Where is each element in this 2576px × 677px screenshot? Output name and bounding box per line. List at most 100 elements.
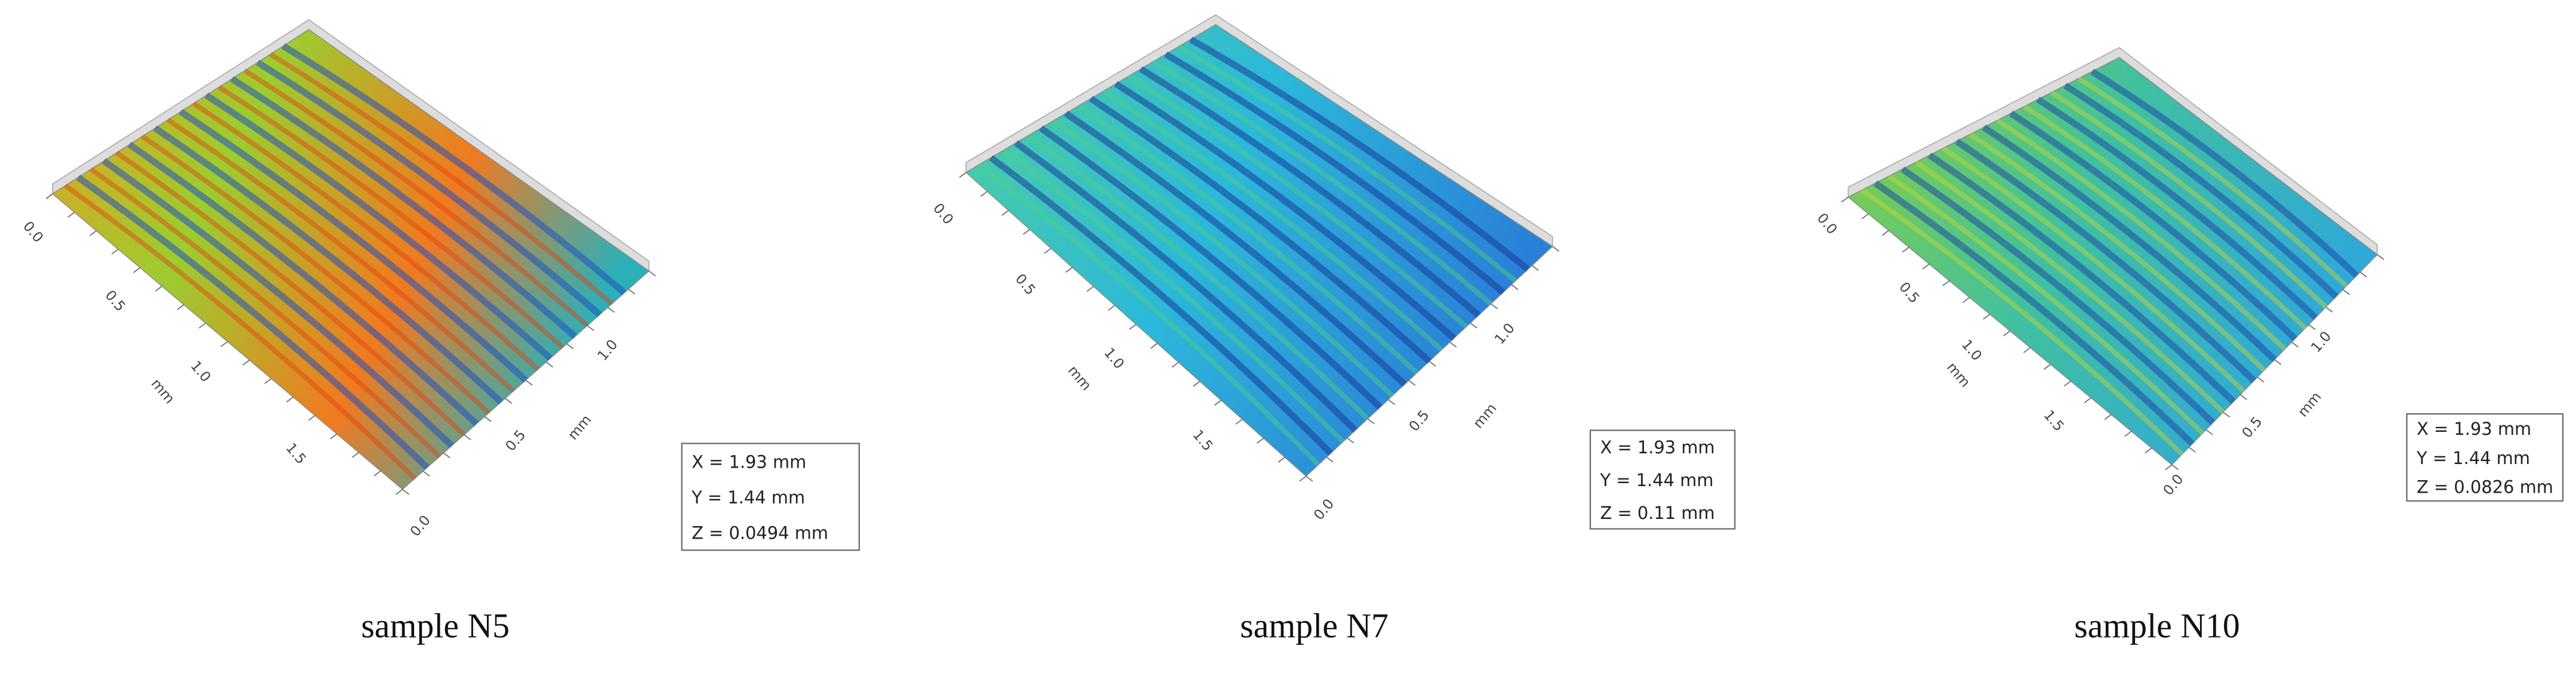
edge-tick — [587, 325, 594, 331]
caption: sample N10 — [2074, 606, 2240, 645]
edge-tick — [1023, 228, 1031, 235]
edge-tick — [2188, 447, 2196, 453]
info-line: Y = 1.44 mm — [2416, 448, 2530, 468]
info-box — [1589, 429, 1736, 530]
axis-tick-label: 0.0 — [1813, 210, 1840, 237]
edge-tick — [422, 471, 430, 477]
edge-tick — [2165, 464, 2173, 471]
axis-tick-label: 0.0 — [1310, 496, 1337, 523]
axis-tick-label: 1.5 — [1189, 426, 1216, 454]
info-line: Y = 1.44 mm — [691, 487, 805, 508]
info-box — [681, 443, 860, 551]
surface-stripe — [2036, 97, 2318, 320]
axis-label: mm — [148, 375, 178, 407]
edge-tick — [525, 379, 533, 386]
info-box — [2406, 413, 2564, 502]
axis-tick-label: 0.5 — [502, 426, 529, 454]
axis-tick-label: 1.5 — [283, 440, 310, 467]
axis-tick-label: 0.0 — [407, 512, 434, 539]
axis-tick-label: 0.0 — [930, 200, 957, 227]
surface-ridge — [90, 167, 442, 459]
edge-tick — [2145, 447, 2152, 454]
edge-tick — [1552, 246, 1560, 252]
edge-tick — [242, 360, 250, 366]
edge-tick — [2223, 412, 2231, 418]
surface-stripe — [1014, 140, 1358, 433]
edge-tick — [649, 270, 656, 277]
axis-label: mm — [564, 412, 595, 443]
surface-stripe — [1982, 124, 2277, 362]
edge-tick — [2023, 347, 2031, 353]
edge-tick — [1449, 341, 1457, 348]
edge-tick — [1408, 380, 1416, 386]
edge-tick — [2291, 341, 2299, 348]
surface-ridge — [1887, 174, 2205, 435]
info-line: X = 1.93 mm — [692, 452, 806, 472]
edge-tick — [1531, 265, 1539, 271]
edge-tick — [1367, 418, 1375, 425]
edge-tick — [2308, 324, 2316, 330]
edge-tick — [2104, 414, 2112, 420]
edge-tick — [351, 452, 359, 458]
edge-tick — [1429, 361, 1436, 367]
edge-tick — [1107, 305, 1115, 311]
edge-tick — [1001, 210, 1009, 216]
surface-stripe — [1089, 95, 1432, 364]
edge-tick — [1193, 381, 1201, 387]
edge-tick — [1491, 303, 1498, 310]
surface-ridge — [1969, 132, 2266, 372]
surface-ridge — [141, 134, 490, 415]
caption: sample N5 — [361, 606, 510, 645]
edge-tick — [177, 304, 184, 310]
edge-tick — [1129, 324, 1137, 330]
edge-tick — [980, 191, 988, 197]
surface-ridge — [64, 183, 417, 481]
axis-tick-label: 1.0 — [2307, 328, 2334, 355]
edge-tick — [1902, 246, 1909, 253]
info-line: Z = 0.11 mm — [1600, 503, 1715, 523]
edge-tick — [89, 230, 97, 236]
surface-stripe — [204, 92, 553, 361]
surface-ridge — [1076, 104, 1419, 375]
surface-stripe — [76, 174, 430, 470]
edge-tick — [628, 289, 635, 295]
edge-tick — [220, 341, 228, 347]
axis-tick-label: 1.0 — [1958, 336, 1985, 364]
edge-tick — [67, 212, 75, 218]
surface-stripe — [178, 109, 528, 383]
axis-tick-label: 0.5 — [1012, 270, 1039, 298]
edge-tick — [1065, 267, 1073, 273]
surface-stripe — [1064, 110, 1407, 387]
edge-tick — [1150, 342, 1158, 349]
surface-ridge — [977, 163, 1321, 467]
edge-tick — [1387, 399, 1395, 405]
surface-ridge — [1177, 44, 1517, 283]
edge-tick — [264, 378, 272, 384]
axis-label: mm — [1943, 359, 1974, 391]
surface-stripe — [101, 158, 454, 449]
edge-tick — [2043, 364, 2051, 370]
surface-stripe — [230, 76, 578, 339]
info-line: Z = 0.0826 mm — [2417, 477, 2553, 497]
axis-tick-label: 0.5 — [102, 287, 129, 314]
edge-tick — [2124, 431, 2132, 437]
edge-tick — [566, 343, 574, 350]
axis-label: mm — [2294, 388, 2325, 420]
axis-label: mm — [1470, 400, 1500, 432]
edge-tick — [2325, 307, 2333, 313]
edge-tick — [111, 249, 119, 255]
edge-tick — [402, 489, 410, 495]
edge-tick — [308, 415, 316, 421]
surface-ridge — [1995, 118, 2287, 351]
edge-tick — [2343, 289, 2350, 295]
edge-tick — [396, 489, 403, 495]
surface-ridge — [1127, 74, 1468, 329]
edge-tick — [1044, 248, 1051, 254]
edge-tick — [199, 323, 206, 329]
edge-tick — [1983, 314, 1991, 320]
edge-tick — [1963, 297, 1970, 303]
surface-stripe — [1139, 66, 1481, 318]
info-line: X = 1.93 mm — [1600, 437, 1715, 457]
